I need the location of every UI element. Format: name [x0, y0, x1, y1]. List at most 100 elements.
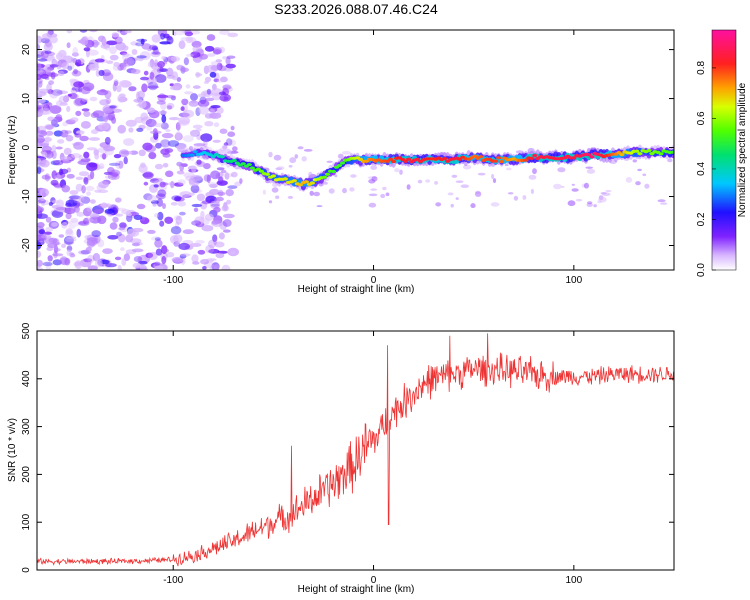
noise-blob: [161, 256, 167, 265]
noise-blob: [37, 88, 50, 94]
noise-blob: [161, 132, 174, 139]
noise-blob: [65, 212, 72, 220]
noise-blob: [160, 148, 170, 155]
noise-blob: [98, 181, 109, 189]
noise-blob: [223, 213, 235, 219]
noise-blob: [301, 156, 307, 162]
noise-blob: [223, 67, 234, 72]
noise-blob: [179, 162, 185, 172]
noise-blob: [118, 227, 126, 231]
noise-blob: [91, 129, 99, 135]
noise-blob: [74, 133, 82, 138]
noise-blob: [203, 261, 214, 269]
noise-blob: [128, 86, 137, 92]
noise-blob: [141, 43, 152, 50]
noise-blob: [70, 117, 79, 123]
noise-blob: [166, 67, 174, 77]
x-tick-label: 0: [371, 275, 377, 286]
snr-x-axis-label: Height of straight line (km): [298, 584, 415, 595]
noise-blob: [632, 159, 637, 163]
noise-blob: [225, 57, 231, 65]
noise-blob: [98, 122, 110, 131]
noise-blob: [218, 176, 224, 182]
colorbar-tick-label: 0.0: [696, 263, 707, 277]
noise-blob: [88, 137, 100, 141]
noise-blob: [73, 196, 83, 204]
ridge-cell: [499, 160, 505, 164]
x-tick-label: -100: [163, 575, 183, 586]
noise-blob: [90, 199, 96, 204]
noise-blob: [205, 244, 215, 254]
noise-blob: [156, 100, 166, 105]
y-tick-label: 20: [21, 44, 32, 56]
noise-blob: [66, 249, 72, 256]
noise-blob: [434, 181, 438, 185]
ridge-cell: [258, 169, 264, 173]
noise-blob: [109, 54, 119, 61]
noise-blob: [175, 215, 183, 225]
noise-blob: [37, 35, 43, 44]
noise-blobs: [37, 30, 673, 270]
noise-blob: [176, 122, 182, 131]
noise-blob: [505, 167, 512, 171]
noise-blob: [166, 95, 176, 99]
ridge-cell: [532, 153, 538, 158]
noise-blob: [326, 160, 333, 163]
ridge-cell: [523, 158, 529, 162]
noise-blob: [173, 182, 184, 187]
noise-blob: [51, 145, 57, 153]
noise-blob: [130, 68, 141, 75]
noise-blob: [86, 237, 98, 246]
noise-blob: [204, 121, 214, 127]
noise-blob: [37, 104, 49, 108]
heatmap-y-axis-label: Frequency (Hz): [7, 116, 18, 185]
noise-blob: [200, 133, 213, 142]
noise-blob: [213, 78, 220, 83]
noise-blob: [226, 199, 232, 205]
noise-blob: [61, 62, 70, 70]
noise-blob: [143, 181, 149, 186]
noise-blob: [87, 174, 92, 181]
noise-blob: [108, 162, 121, 166]
noise-blob: [179, 254, 187, 259]
noise-blob: [178, 242, 190, 251]
noise-blob: [159, 66, 164, 72]
noise-blob: [214, 241, 225, 248]
noise-blob: [140, 76, 149, 81]
noise-blob: [104, 175, 111, 179]
noise-blob: [41, 110, 52, 115]
noise-blob: [94, 189, 102, 193]
noise-blob: [105, 40, 118, 46]
noise-blob: [99, 99, 110, 106]
noise-blob: [491, 173, 495, 180]
noise-blob: [53, 160, 64, 166]
noise-blob: [166, 102, 175, 110]
noise-blob: [210, 64, 221, 71]
noise-blob: [173, 215, 182, 221]
noise-blob: [109, 46, 117, 55]
noise-blob: [45, 124, 54, 130]
ridge-cell: [571, 156, 577, 160]
noise-blob: [206, 53, 216, 57]
noise-blob: [47, 89, 54, 95]
noise-blob: [226, 55, 236, 59]
noise-blob: [60, 168, 69, 174]
noise-blob: [105, 97, 112, 105]
noise-blob: [83, 217, 89, 225]
noise-blob: [69, 61, 75, 70]
noise-blob: [87, 254, 95, 263]
noise-blob: [157, 60, 166, 68]
noise-blob: [58, 95, 67, 104]
noise-blob: [131, 49, 138, 55]
noise-blob: [462, 164, 472, 170]
noise-blob: [195, 71, 201, 78]
noise-blob: [103, 113, 109, 123]
noise-blob: [209, 183, 218, 188]
noise-blob: [51, 89, 63, 96]
noise-blob: [553, 183, 562, 190]
noise-blob: [94, 152, 100, 160]
noise-blob: [220, 76, 228, 83]
noise-blob: [81, 108, 90, 112]
noise-blob: [39, 188, 49, 197]
noise-blob: [175, 131, 182, 140]
